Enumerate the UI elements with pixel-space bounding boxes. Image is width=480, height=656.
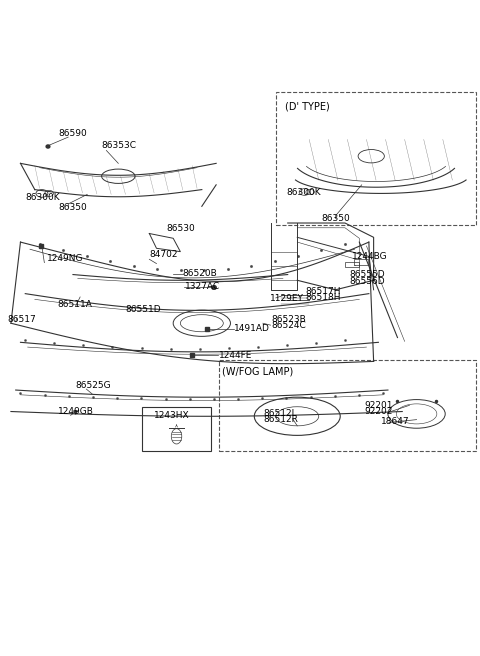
Text: 1249NG: 1249NG xyxy=(47,254,83,263)
Text: 86518H: 86518H xyxy=(306,293,341,302)
Text: 92202: 92202 xyxy=(364,407,393,417)
Text: 86555D: 86555D xyxy=(350,270,385,279)
FancyArrowPatch shape xyxy=(175,425,178,427)
Text: 1129EY: 1129EY xyxy=(270,295,303,303)
Text: (D' TYPE): (D' TYPE) xyxy=(285,101,330,112)
Text: 86556D: 86556D xyxy=(350,277,385,285)
Text: 86517: 86517 xyxy=(7,316,36,324)
Text: 86590: 86590 xyxy=(59,129,87,138)
Ellipse shape xyxy=(102,169,135,184)
Text: 1244BG: 1244BG xyxy=(352,252,388,261)
Bar xyxy=(142,407,211,451)
Text: 86524C: 86524C xyxy=(271,321,306,330)
Text: 86300K: 86300K xyxy=(287,188,322,197)
Text: 1491AD: 1491AD xyxy=(234,324,270,333)
Text: 1249GB: 1249GB xyxy=(58,407,94,416)
Text: 86525G: 86525G xyxy=(75,380,111,390)
Text: 86517H: 86517H xyxy=(306,287,341,296)
Ellipse shape xyxy=(254,397,340,436)
Ellipse shape xyxy=(388,400,445,428)
Text: 18647: 18647 xyxy=(381,417,409,426)
Text: 86350: 86350 xyxy=(321,214,350,223)
Ellipse shape xyxy=(173,310,230,337)
Text: 92201: 92201 xyxy=(364,401,393,410)
Text: 86523B: 86523B xyxy=(271,316,306,324)
Text: 1243HX: 1243HX xyxy=(154,411,190,420)
Text: 86350: 86350 xyxy=(59,203,87,212)
Text: (W/FOG LAMP): (W/FOG LAMP) xyxy=(222,366,293,376)
Text: 86300K: 86300K xyxy=(25,193,60,201)
Text: 84702: 84702 xyxy=(149,251,178,259)
Text: 1244FE: 1244FE xyxy=(218,350,252,359)
Ellipse shape xyxy=(276,407,319,426)
Ellipse shape xyxy=(358,150,384,163)
Bar xyxy=(354,259,368,265)
Text: 86512L: 86512L xyxy=(263,409,297,418)
Bar xyxy=(345,262,360,268)
Text: 86353C: 86353C xyxy=(102,141,137,150)
Text: 86551D: 86551D xyxy=(125,305,161,314)
Text: 86520B: 86520B xyxy=(183,270,217,278)
Text: 1327AC: 1327AC xyxy=(185,282,220,291)
Text: 86530: 86530 xyxy=(166,224,195,233)
Text: 86511A: 86511A xyxy=(58,300,93,310)
Text: 86512R: 86512R xyxy=(263,415,298,424)
Bar xyxy=(276,92,476,226)
Bar xyxy=(218,360,476,451)
